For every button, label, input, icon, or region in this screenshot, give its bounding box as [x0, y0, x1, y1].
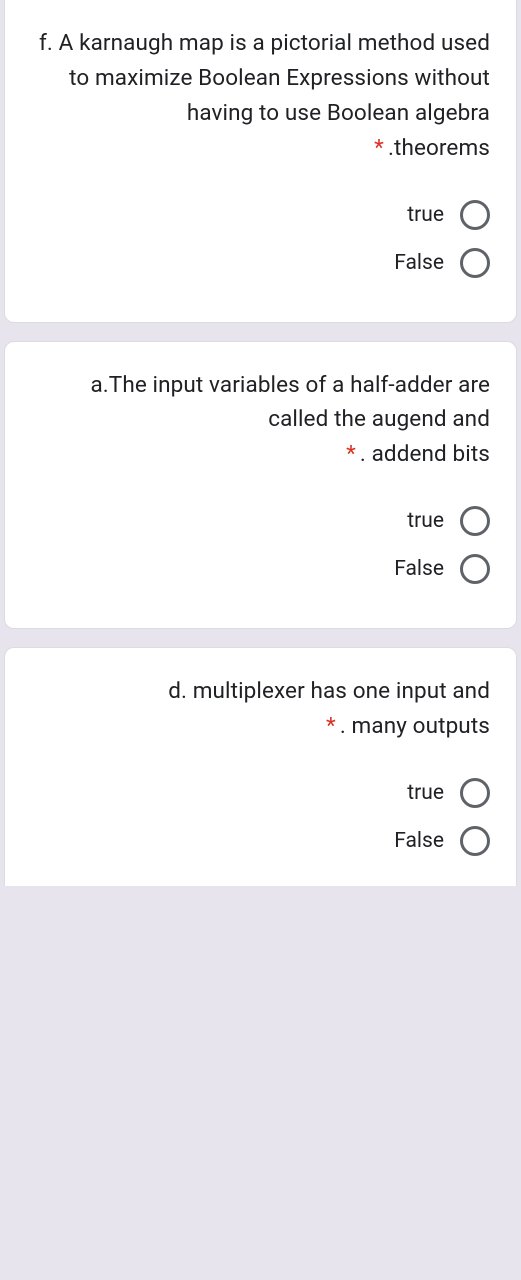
radio-unchecked-icon[interactable]	[460, 248, 490, 278]
option-label: true	[407, 203, 444, 227]
radio-unchecked-icon[interactable]	[460, 200, 490, 230]
question-text-tail: .theorems	[388, 135, 490, 161]
radio-unchecked-icon[interactable]	[460, 554, 490, 584]
option-row-true[interactable]: true	[31, 200, 490, 230]
option-row-true[interactable]: true	[31, 506, 490, 536]
form-container: f. A karnaugh map is a pictorial method …	[0, 0, 521, 886]
option-row-false[interactable]: False	[31, 554, 490, 584]
question-card: a.The input variables of a half-adder ar…	[4, 341, 517, 630]
question-text: a.The input variables of a half-adder ar…	[31, 368, 490, 473]
radio-unchecked-icon[interactable]	[460, 506, 490, 536]
radio-unchecked-icon[interactable]	[460, 826, 490, 856]
option-label: False	[394, 251, 444, 275]
required-asterisk: *	[374, 135, 384, 161]
option-label: true	[407, 781, 444, 805]
required-asterisk: *	[346, 441, 356, 467]
question-card: d. multiplexer has one input and *. many…	[4, 647, 517, 886]
option-row-false[interactable]: False	[31, 826, 490, 856]
option-row-true[interactable]: true	[31, 778, 490, 808]
question-card: f. A karnaugh map is a pictorial method …	[4, 0, 517, 323]
radio-unchecked-icon[interactable]	[460, 778, 490, 808]
question-text-tail: . addend bits	[360, 441, 490, 467]
option-row-false[interactable]: False	[31, 248, 490, 278]
question-text: d. multiplexer has one input and *. many…	[31, 674, 490, 744]
option-label: true	[407, 509, 444, 533]
question-text: f. A karnaugh map is a pictorial method …	[31, 26, 490, 166]
question-text-tail: . many outputs	[340, 713, 490, 739]
option-label: False	[394, 829, 444, 853]
required-asterisk: *	[326, 713, 336, 739]
option-label: False	[394, 557, 444, 581]
